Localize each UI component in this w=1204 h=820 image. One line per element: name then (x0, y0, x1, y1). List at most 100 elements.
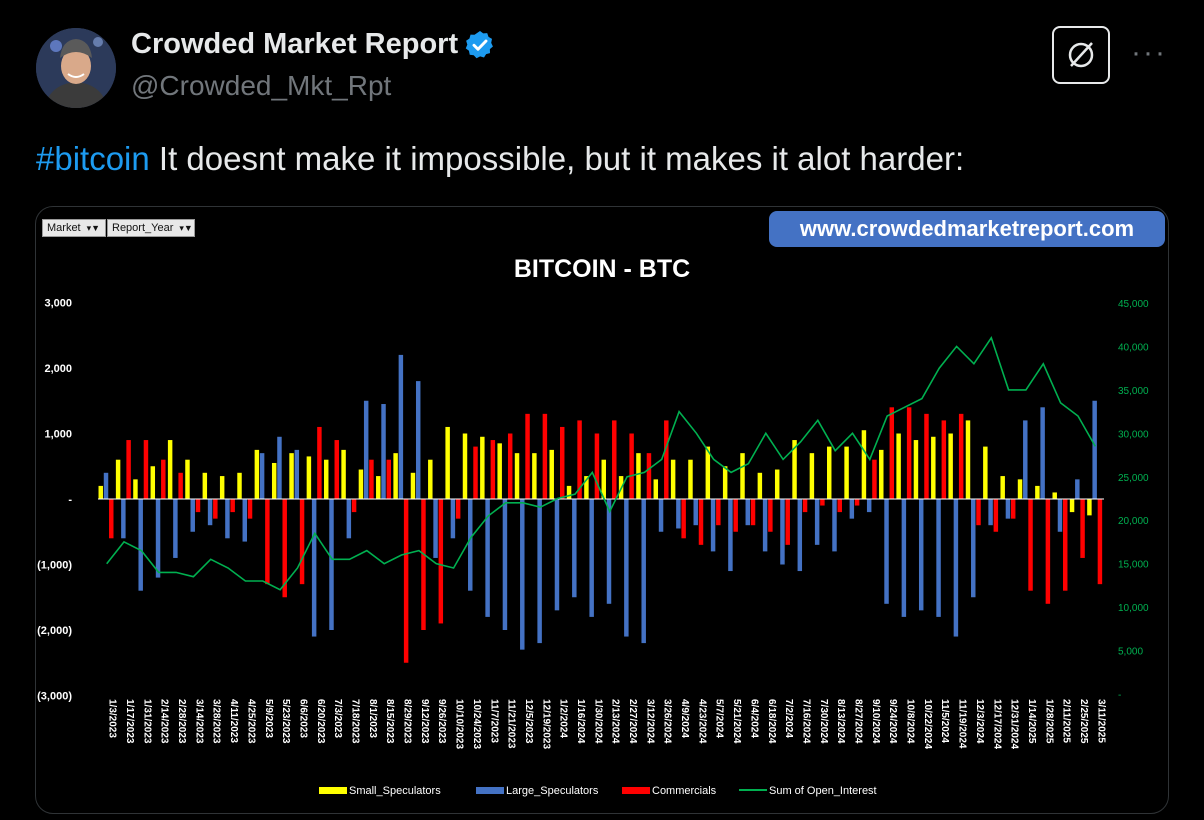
legend-swatch (622, 787, 650, 794)
x-axis-label: 4/9/2024 (679, 699, 690, 738)
right-axis-tick: 30,000 (1118, 429, 1149, 440)
x-axis-label: 8/15/2023 (384, 699, 395, 744)
author-handle[interactable]: @Crowded_Mkt_Rpt (131, 70, 392, 101)
legend-label: Large_Speculators (506, 785, 599, 797)
right-axis-tick: 15,000 (1118, 560, 1149, 571)
bar-large-speculators (901, 499, 907, 617)
x-axis-label: 1/16/2024 (575, 699, 586, 744)
hashtag-link[interactable]: #bitcoin (36, 140, 150, 177)
watermark-banner: www.crowdedmarketreport.com (769, 211, 1165, 247)
bar-large-speculators (676, 499, 681, 529)
x-axis-label: 3/14/2023 (193, 699, 204, 744)
bar-small-speculators (324, 459, 329, 499)
bar-commercials (490, 440, 496, 499)
bar-large-speculators (988, 499, 993, 526)
bar-commercials (386, 459, 392, 499)
bar-small-speculators (1087, 499, 1092, 516)
legend-swatch (319, 787, 347, 794)
bar-commercials (213, 499, 218, 519)
bar-large-speculators (103, 472, 109, 499)
bar-small-speculators (861, 430, 867, 499)
grok-button[interactable] (1052, 26, 1110, 84)
bar-commercials (941, 420, 947, 499)
bar-small-speculators (393, 453, 398, 499)
bar-commercials (178, 472, 183, 499)
x-axis-label: 7/3/2023 (332, 699, 343, 738)
bar-commercials (109, 499, 114, 539)
bar-large-speculators (1023, 420, 1028, 499)
bar-commercials (247, 499, 253, 519)
x-axis-label: 6/6/2023 (297, 699, 308, 738)
author-name[interactable]: Crowded Market Report (131, 28, 459, 60)
x-axis-label: 10/22/2024 (922, 699, 933, 749)
bar-large-speculators (468, 499, 473, 591)
x-axis-label: 10/24/2023 (471, 699, 482, 749)
bar-commercials (369, 459, 374, 499)
bar-large-speculators (693, 499, 698, 526)
bar-small-speculators (705, 446, 711, 499)
x-axis-label: 11/19/2024 (957, 699, 968, 749)
bar-commercials (421, 499, 426, 630)
bar-small-speculators (948, 433, 953, 499)
bar-large-speculators (1040, 407, 1045, 499)
x-axis-label: 11/5/2024 (939, 699, 950, 743)
x-axis-label: 4/25/2023 (245, 699, 256, 744)
bar-small-speculators (792, 440, 797, 499)
bar-large-speculators (242, 499, 248, 542)
avatar[interactable] (36, 28, 116, 108)
bar-large-speculators (918, 499, 924, 611)
bar-small-speculators (341, 449, 346, 499)
x-axis-label: 5/7/2024 (714, 699, 725, 738)
x-axis-label: 1/28/2025 (1043, 699, 1054, 744)
bar-small-speculators (757, 472, 763, 499)
bar-small-speculators (98, 485, 103, 499)
bar-small-speculators (827, 446, 832, 499)
bar-small-speculators (722, 466, 728, 499)
bar-large-speculators (1075, 479, 1080, 499)
bar-large-speculators (415, 381, 421, 499)
bar-large-speculators (1092, 400, 1097, 499)
x-axis-label: 1/2/2024 (558, 699, 569, 738)
chart-svg: 3,000 2,000 1,000 - (1,000) (2,000) (3,000) 45,… (37, 298, 1149, 798)
bar-large-speculators (866, 499, 872, 513)
x-axis-label: 6/18/2024 (766, 699, 777, 744)
bar-commercials (507, 433, 513, 499)
bar-commercials (473, 446, 478, 499)
bar-commercials (594, 433, 600, 499)
author-name-row[interactable]: Crowded Market Report (131, 28, 496, 61)
x-axis-label: 12/5/2023 (523, 699, 534, 744)
tweet-media-chart[interactable]: Market ▾▼ Report_Year ▾▼ www.crowdedmarket… (35, 206, 1169, 814)
bar-small-speculators (566, 485, 572, 499)
x-axis-label: 2/28/2023 (176, 699, 187, 744)
bar-small-speculators (376, 476, 381, 499)
bar-small-speculators (271, 462, 277, 499)
line-open-interest (106, 335, 1096, 591)
right-axis-tick: 35,000 (1118, 386, 1149, 397)
bar-small-speculators (115, 459, 121, 499)
bar-large-speculators (121, 499, 126, 539)
more-options-icon[interactable]: ··· (1131, 36, 1167, 69)
bar-large-speculators (363, 400, 369, 499)
bar-small-speculators (636, 453, 641, 499)
bar-large-speculators (641, 499, 646, 644)
bar-small-speculators (289, 453, 294, 499)
bar-large-speculators (502, 499, 508, 630)
bar-commercials (161, 459, 166, 499)
bar-commercials (924, 413, 929, 499)
bar-large-speculators (277, 436, 282, 499)
bar-commercials (317, 426, 322, 499)
bar-large-speculators (294, 449, 300, 499)
bar-commercials (126, 440, 131, 499)
tweet-text: #bitcoin It doesnt make it impossible, b… (36, 140, 964, 178)
bar-commercials (716, 499, 721, 526)
filter-market: Market ▾▼ (42, 219, 106, 237)
bar-large-speculators (554, 499, 560, 611)
chart-title: BITCOIN - BTC (513, 255, 691, 283)
x-axis-label: 4/11/2023 (228, 699, 239, 743)
bar-commercials (1097, 499, 1103, 585)
bar-small-speculators (913, 440, 919, 499)
bar-small-speculators (167, 440, 173, 499)
x-axis-label: 12/31/2024 (1009, 699, 1020, 749)
right-axis-tick: 5,000 (1118, 647, 1143, 658)
filter-dropdown-icon: ▾▼ (86, 222, 101, 233)
